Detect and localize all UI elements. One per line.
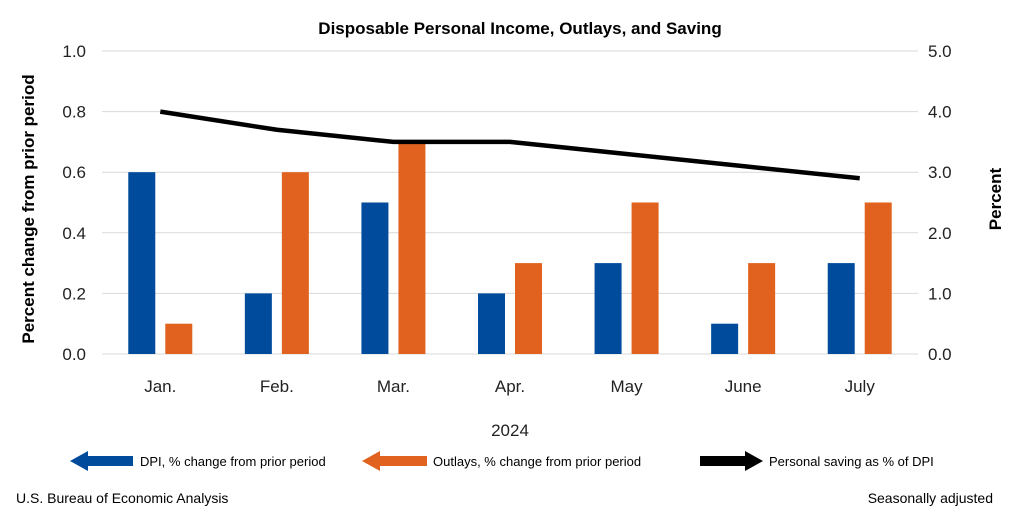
y-right-tick-label: 5.0 — [928, 42, 952, 61]
y-right-tick-label: 2.0 — [928, 224, 952, 243]
y-right-axis-title: Percent — [986, 167, 1005, 230]
x-tick-label: July — [845, 377, 876, 396]
legend-item-saving: Personal saving as % of DPI — [700, 451, 934, 471]
y-left-tick-label: 1.0 — [62, 42, 86, 61]
chart-title: Disposable Personal Income, Outlays, and… — [318, 19, 721, 38]
outlays-bar-1 — [165, 323, 193, 354]
adjustment-note: Seasonally adjusted — [868, 490, 993, 506]
y-left-tick-label: 0.2 — [62, 284, 86, 303]
legend-arrow-saving-icon — [700, 451, 763, 471]
dpi-bar-7 — [827, 263, 855, 354]
dpi-bar-3 — [361, 202, 389, 354]
saving-rate-line — [159, 109, 860, 181]
x-tick-label: June — [725, 377, 762, 396]
y-right-tick-label: 1.0 — [928, 284, 952, 303]
y-left-tick-label: 0.8 — [62, 103, 86, 122]
dpi-bar-2 — [244, 293, 272, 354]
dpi-bar-5 — [594, 263, 622, 354]
source-note: U.S. Bureau of Economic Analysis — [16, 490, 228, 506]
x-tick-label: Mar. — [377, 377, 410, 396]
y-right-tick-label: 0.0 — [928, 345, 952, 364]
x-tick-label: Jan. — [144, 377, 176, 396]
legend: DPI, % change from prior period Outlays,… — [70, 451, 934, 471]
y-left-tick-label: 0.0 — [62, 345, 86, 364]
gridlines — [102, 50, 918, 355]
x-tick-label: May — [611, 377, 644, 396]
y-left-tick-label: 0.6 — [62, 163, 86, 182]
legend-arrow-dpi-icon — [70, 451, 133, 471]
outlays-bar-5 — [631, 202, 659, 354]
outlays-bar-6 — [748, 263, 776, 354]
x-group-label: 2024 — [491, 421, 529, 440]
y-left-tick-label: 0.4 — [62, 224, 86, 243]
y-right-tick-label: 3.0 — [928, 163, 952, 182]
y-right-tick-label: 4.0 — [928, 103, 952, 122]
legend-arrow-outlays-icon — [362, 451, 427, 471]
x-tick-label: Apr. — [495, 377, 525, 396]
legend-label-saving: Personal saving as % of DPI — [769, 454, 934, 469]
outlays-bar-7 — [864, 202, 892, 354]
outlays-bar-3 — [398, 141, 426, 354]
y-left-axis-title: Percent change from prior period — [19, 74, 38, 343]
legend-item-outlays: Outlays, % change from prior period — [362, 451, 641, 471]
legend-label-outlays: Outlays, % change from prior period — [433, 454, 641, 469]
dpi-bar-1 — [128, 172, 156, 354]
legend-item-dpi: DPI, % change from prior period — [70, 451, 326, 471]
bars — [128, 141, 892, 354]
x-tick-label: Feb. — [260, 377, 294, 396]
tick-labels: 0.0 0.2 0.4 0.6 0.8 1.0 0.0 1.0 2.0 3.0 4.0 5.0 Jan.… — [62, 42, 951, 396]
legend-label-dpi: DPI, % change from prior period — [140, 454, 326, 469]
dpi-bar-6 — [711, 323, 739, 354]
outlays-bar-4 — [515, 263, 542, 354]
outlays-bar-2 — [281, 172, 309, 354]
saving-line-layer — [159, 109, 860, 181]
dpi-bar-4 — [478, 293, 505, 354]
